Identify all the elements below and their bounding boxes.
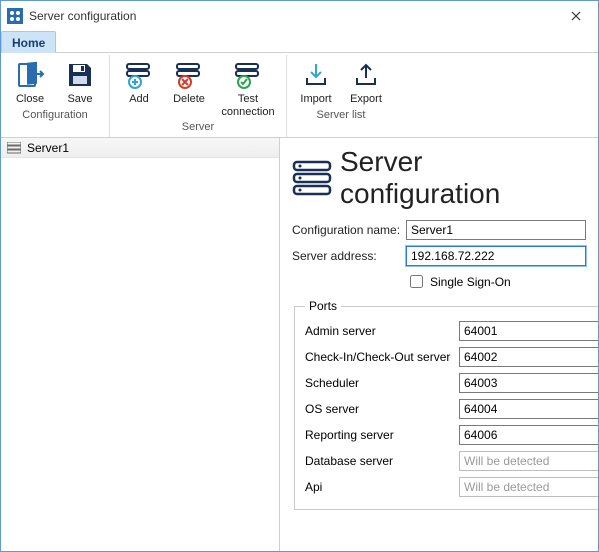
window-title: Server configuration <box>29 9 136 23</box>
port-row: ApiWill be detected <box>305 477 598 497</box>
save-button-label: Save <box>67 93 92 106</box>
content-header: Server configuration <box>292 146 586 210</box>
server-address-label: Server address: <box>292 249 406 263</box>
port-row: OS server▲▼ <box>305 399 598 419</box>
close-door-icon <box>14 59 46 91</box>
tab-home[interactable]: Home <box>1 31 56 53</box>
port-label: Api <box>305 480 459 494</box>
ribbon-group-server-label: Server <box>182 120 214 135</box>
port-input[interactable] <box>459 321 598 341</box>
server-config-icon <box>292 160 332 196</box>
port-label: Scheduler <box>305 376 459 390</box>
delete-button[interactable]: Delete <box>164 57 214 120</box>
port-label: Admin server <box>305 324 459 338</box>
server-list-sidebar: Server1 <box>1 138 280 551</box>
ports-group: Ports Admin server▲▼Check-In/Check-Out s… <box>294 299 598 510</box>
port-spinner: ▲▼ <box>459 347 598 367</box>
import-icon <box>300 59 332 91</box>
ribbon-tabstrip: Home <box>1 31 598 53</box>
delete-button-label: Delete <box>173 93 205 106</box>
port-row: Check-In/Check-Out server▲▼ <box>305 347 598 367</box>
app-window: Server configuration Home Close <box>0 0 599 552</box>
floppy-save-icon <box>64 59 96 91</box>
port-spinner: ▲▼ <box>459 373 598 393</box>
config-name-input[interactable] <box>406 220 586 240</box>
export-button[interactable]: Export <box>341 57 391 108</box>
window-close-button[interactable] <box>554 1 598 31</box>
server-list-item-label: Server1 <box>27 141 69 155</box>
port-readonly: Will be detected <box>459 477 598 497</box>
export-icon <box>350 59 382 91</box>
port-row: Scheduler▲▼ <box>305 373 598 393</box>
server-test-icon <box>232 59 264 91</box>
add-button-label: Add <box>129 93 149 106</box>
test-connection-button[interactable]: Test connection <box>214 57 282 120</box>
close-button[interactable]: Close <box>5 57 55 108</box>
sso-label: Single Sign-On <box>430 275 511 289</box>
port-row: Admin server▲▼ <box>305 321 598 341</box>
server-list-item[interactable]: Server1 <box>1 138 279 158</box>
port-readonly: Will be detected <box>459 451 598 471</box>
server-add-icon <box>123 59 155 91</box>
port-spinner: ▲▼ <box>459 399 598 419</box>
port-row: Reporting server▲▼ <box>305 425 598 445</box>
port-spinner: ▲▼ <box>459 425 598 445</box>
sso-checkbox[interactable] <box>410 275 423 288</box>
port-input[interactable] <box>459 347 598 367</box>
ribbon-group-configuration-label: Configuration <box>22 108 87 123</box>
import-button[interactable]: Import <box>291 57 341 108</box>
ribbon-group-server: Add Delete Test connection Server <box>110 55 287 137</box>
port-spinner: ▲▼ <box>459 321 598 341</box>
ports-legend: Ports <box>305 299 341 313</box>
save-button[interactable]: Save <box>55 57 105 108</box>
ribbon-group-serverlist: Import Export Server list <box>287 55 395 137</box>
import-button-label: Import <box>300 93 331 106</box>
server-delete-icon <box>173 59 205 91</box>
ribbon: Close Save Configuration Add <box>1 53 598 138</box>
port-input[interactable] <box>459 425 598 445</box>
server-address-input[interactable] <box>406 246 586 266</box>
port-input[interactable] <box>459 373 598 393</box>
ribbon-group-serverlist-label: Server list <box>317 108 366 123</box>
server-item-icon <box>7 142 21 154</box>
ribbon-group-configuration: Close Save Configuration <box>1 55 110 137</box>
export-button-label: Export <box>350 93 382 106</box>
port-input[interactable] <box>459 399 598 419</box>
test-connection-button-label: Test connection <box>221 93 274 118</box>
port-label: Database server <box>305 454 459 468</box>
port-row: Database serverWill be detected <box>305 451 598 471</box>
content-heading: Server configuration <box>340 146 586 210</box>
port-label: Check-In/Check-Out server <box>305 350 459 364</box>
app-icon <box>7 8 23 24</box>
port-label: OS server <box>305 402 459 416</box>
port-label: Reporting server <box>305 428 459 442</box>
config-name-label: Configuration name: <box>292 223 406 237</box>
titlebar: Server configuration <box>1 1 598 31</box>
content-panel: Server configuration Configuration name:… <box>280 138 598 551</box>
add-button[interactable]: Add <box>114 57 164 120</box>
close-button-label: Close <box>16 93 44 106</box>
